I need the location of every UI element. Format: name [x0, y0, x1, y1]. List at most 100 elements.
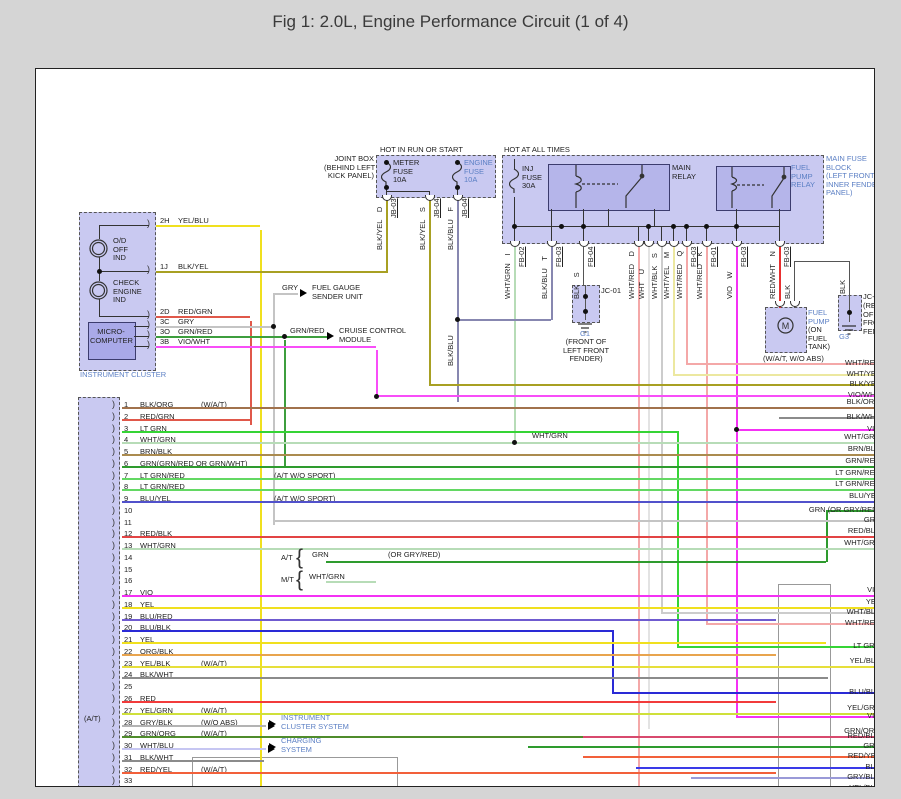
right-row-wire-label: BLU: [865, 762, 875, 771]
left-row-number: 22: [124, 646, 133, 656]
bulb-icon: [89, 281, 108, 300]
gry-tag: GRY: [282, 283, 299, 292]
wire: [99, 299, 100, 316]
wire: [122, 454, 874, 457]
main-relay-label: MAIN: [672, 163, 691, 172]
pin-arc-icon: ): [147, 309, 150, 319]
fuel-pump-location-label: FUEL: [808, 333, 828, 343]
left-row-wire-label: GRN/ORG: [140, 729, 176, 739]
left-row-wire-label: BLK/WHT: [140, 670, 174, 680]
pin-arc-icon: ): [112, 775, 115, 786]
wire: [99, 316, 149, 317]
left-row-wire-label: BLU/BLK: [140, 623, 171, 633]
pin-arc-icon: ): [112, 551, 115, 562]
jc03-location-label: OF LEFT: [863, 309, 874, 319]
right-row-wire-label: VIO: [867, 711, 875, 720]
left-row-number: 28: [124, 717, 133, 727]
left-row-number: 10: [124, 505, 133, 515]
left-row-wire-label: BLK/ORG: [140, 400, 174, 409]
wire: [122, 465, 874, 468]
pin-arc-icon: ): [112, 610, 115, 621]
vertical-wire-label: WHT/YEL M: [662, 251, 671, 299]
left-row-number: 9: [124, 494, 129, 504]
right-row-wire-label: GRN/RED: [845, 455, 875, 465]
vertical-wire-label: WHT/RED Q: [675, 250, 684, 299]
left-row-wire-label: RED: [140, 694, 156, 703]
wire: [134, 326, 149, 327]
wire: [648, 226, 649, 241]
left-row-number: 17: [124, 588, 133, 598]
wire: [661, 612, 874, 614]
left-row-wire-label: YEL/GRN: [140, 705, 173, 715]
fuel-pump-label: FUEL: [808, 308, 828, 317]
od-off-ind-label: IND: [113, 253, 126, 263]
wire: [686, 226, 687, 241]
vertical-wire-label: WHT/GRN I: [503, 253, 512, 299]
inj-fuse-label: INJ: [522, 164, 534, 173]
right-row-wire-label: BLK/ORG: [846, 397, 875, 406]
meter-fuse-label: METER: [393, 158, 420, 167]
right-row-wire-label: WHT/RED: [845, 618, 875, 627]
wire: [122, 759, 264, 762]
pin-arc-icon: ): [147, 329, 150, 339]
wire: [706, 623, 874, 625]
right-row-wire-label: YEL/BLU: [736, 783, 874, 786]
wire: [386, 200, 388, 273]
connector-pin-icon: [579, 241, 589, 247]
connector-pin-icon: [775, 301, 785, 307]
right-row-wire-label: YEL: [865, 596, 874, 606]
pin-arc-icon: ): [112, 469, 115, 480]
relay-symbol: [716, 166, 789, 209]
joint-box-label: KICK PANEL): [327, 171, 374, 181]
right-row-wire-label: BLK/WHT: [846, 412, 875, 421]
vertical-wire-label: BLK/BLU T: [540, 256, 549, 299]
wire: [122, 606, 874, 609]
pin-arc-icon: ): [112, 587, 115, 598]
pin-arc-icon: ): [112, 681, 115, 692]
wire: [706, 226, 707, 241]
left-row-number: 13: [124, 541, 133, 551]
arrow-icon: [300, 289, 307, 297]
arrow-icon: [269, 743, 276, 751]
wire: [122, 418, 250, 421]
joint-box-label: (BEHIND LEFT: [324, 162, 376, 172]
pin-arc-icon: ): [112, 540, 115, 551]
wire: [686, 247, 688, 364]
engine-fuse-label: FUSE: [464, 166, 485, 176]
wire: [122, 771, 776, 774]
left-row-qualifier: (W/O ABS): [201, 717, 238, 727]
charging-system-label: CHARGING: [281, 736, 322, 745]
wire: [326, 581, 376, 583]
jc03-location-label: FENDER): [863, 326, 874, 336]
pin-arc-icon: ): [112, 434, 115, 445]
pin-arc-icon: ): [112, 622, 115, 633]
pin-arc-icon: ): [112, 645, 115, 656]
left-row-number: 18: [124, 599, 133, 609]
main-relay-box: [548, 164, 670, 211]
cluster-pin-code: 3O: [160, 327, 171, 336]
motor-icon: M: [777, 317, 794, 334]
wire: [122, 407, 874, 409]
cluster-pin-wire: BLK/YEL: [178, 262, 209, 271]
fuse-icon: [508, 168, 520, 196]
junction-dot: [282, 334, 287, 339]
pin-arc-icon: ): [147, 319, 150, 329]
wire: [122, 442, 874, 445]
junction-dot: [455, 185, 460, 190]
connector-pin-icon: [682, 241, 692, 247]
pin-arc-icon: ): [112, 493, 115, 504]
od-off-ind-label: OFF: [113, 244, 128, 254]
wire: [457, 200, 459, 402]
hot-in-run-label: HOT IN RUN OR START: [380, 145, 463, 154]
right-row-wire-label: WHT/BLK: [846, 607, 875, 616]
left-row-number: 32: [124, 764, 133, 774]
right-row-wire-label: YEL/GRN: [847, 702, 875, 712]
wire: [156, 336, 327, 338]
wire: [122, 677, 828, 680]
wire: [457, 319, 551, 321]
pin-arc-icon: ): [112, 575, 115, 586]
fuel-pump-relay-label: PUMP: [791, 171, 813, 181]
connector-pin-icon: [453, 195, 463, 201]
cluster-pin-wire: YEL/BLU: [178, 216, 209, 225]
wire: [661, 226, 662, 241]
